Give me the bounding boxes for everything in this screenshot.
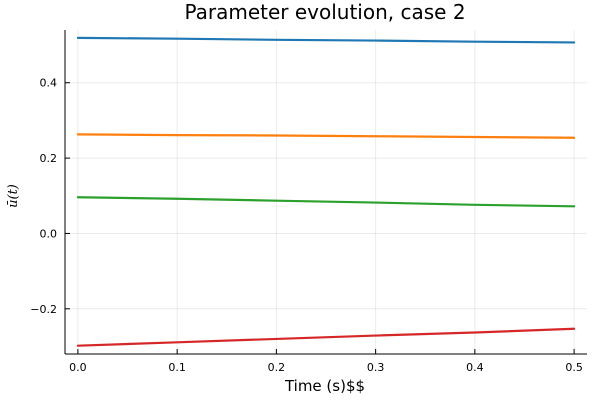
series-line-3 [76,196,576,208]
y-tick-label: −0.2 [30,303,57,316]
x-tick-label: 0.2 [268,361,286,374]
y-tick-label: 0.4 [40,77,58,90]
chart-title: Parameter evolution, case 2 [184,0,465,24]
series-line-4 [76,327,576,347]
axes [64,30,587,355]
y-tick-label: 0.0 [40,227,58,240]
series [76,36,576,347]
series-line-2 [76,133,576,139]
x-tick-label: 0.1 [168,361,186,374]
x-ticks: 0.0 0.1 0.2 0.3 0.4 0.5 [69,349,583,374]
grid [65,30,587,354]
x-tick-label: 0.5 [565,361,583,374]
x-axis-label: Time (s)$$ [284,377,365,395]
y-axis-label: ū(t) [6,184,21,208]
x-tick-label: 0.0 [69,361,87,374]
y-tick-label: 0.2 [40,152,58,165]
y-ticks: −0.2 0.0 0.2 0.4 [30,77,70,316]
x-tick-label: 0.4 [466,361,484,374]
x-tick-label: 0.3 [367,361,385,374]
series-line-1 [76,36,576,44]
